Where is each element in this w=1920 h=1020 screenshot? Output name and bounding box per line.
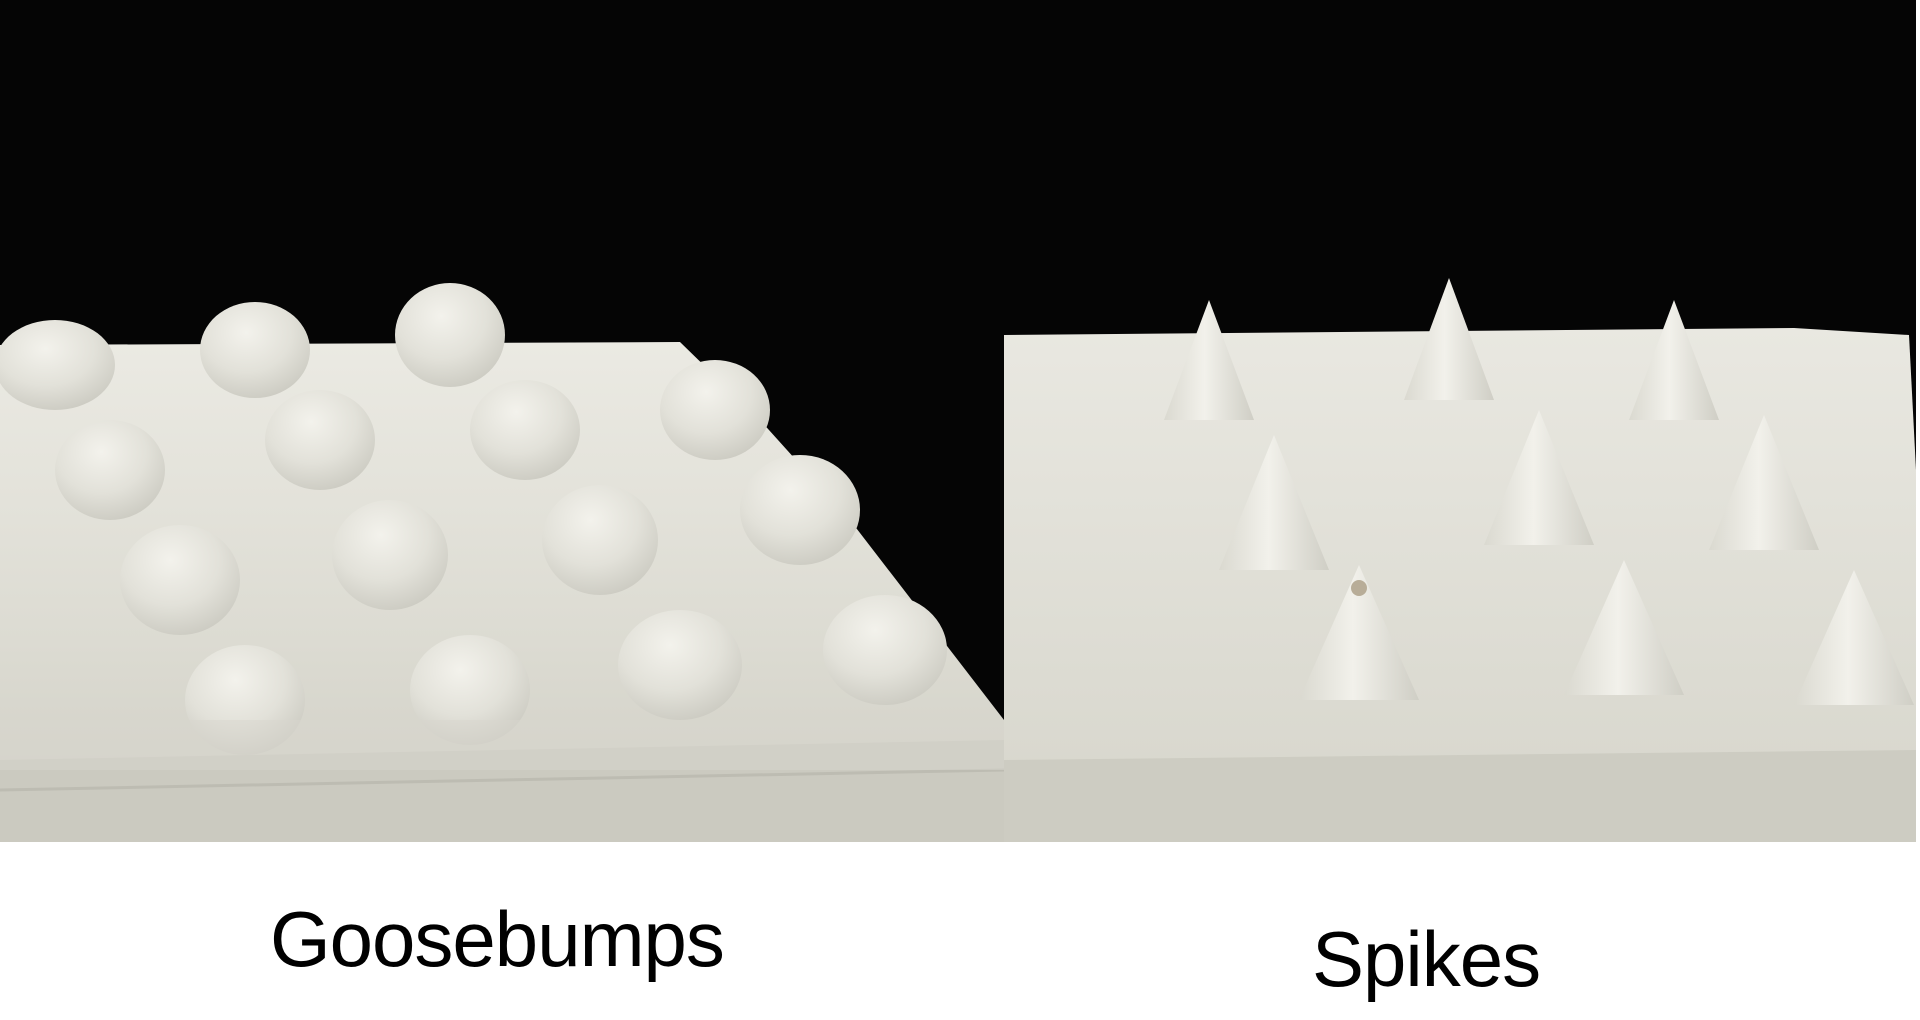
spikes-label: Spikes — [1312, 915, 1541, 1003]
spikes-photo-art — [1004, 0, 1916, 842]
goosebumps-photo — [0, 0, 1004, 842]
goosebumps-label: Goosebumps — [270, 895, 725, 983]
spikes-photo — [1004, 0, 1916, 842]
goosebumps-photo-art — [0, 0, 1004, 842]
